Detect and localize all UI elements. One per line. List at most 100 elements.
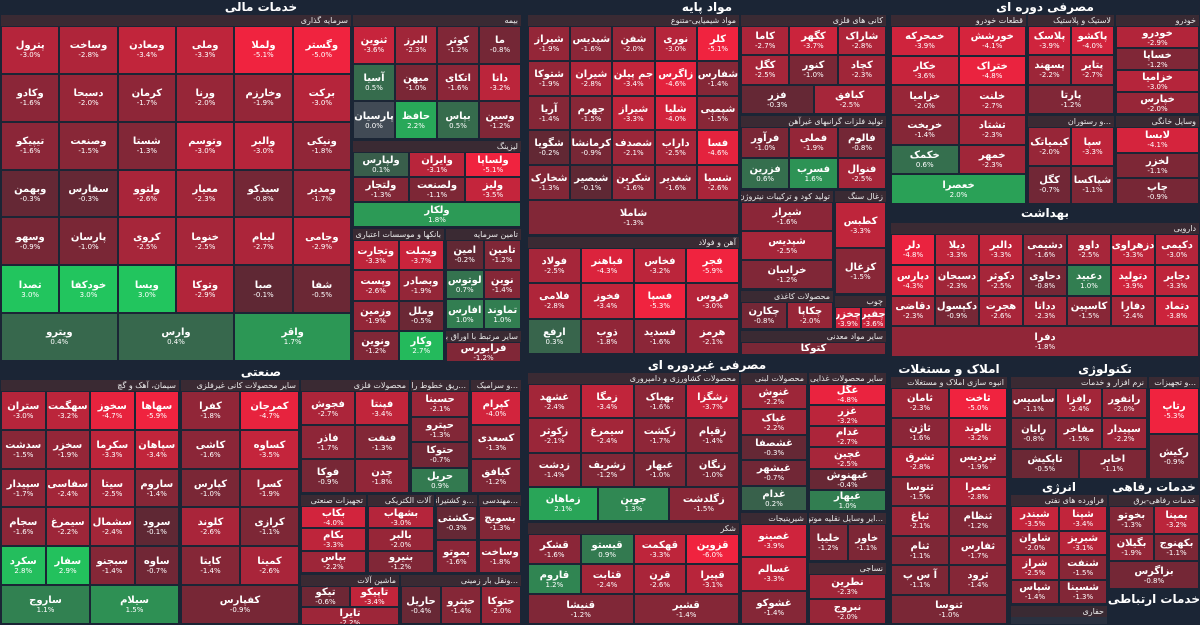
stock-tile[interactable]: وسین -1.2% <box>479 101 521 139</box>
stock-tile[interactable]: نوری -3.0% <box>654 26 697 61</box>
stock-tile[interactable]: کساوه -3.5% <box>240 429 299 469</box>
stock-tile[interactable]: لخزر -1.1% <box>1116 152 1199 179</box>
stock-tile[interactable]: رانفور -2.0% <box>1101 388 1147 419</box>
stock-tile[interactable]: شاملا -1.3% <box>528 200 739 235</box>
stock-tile[interactable]: دالبر -3.3% <box>979 234 1023 265</box>
stock-tile[interactable]: زدشت -1.4% <box>528 452 581 487</box>
stock-tile[interactable]: قیستو 0.9% <box>580 534 634 564</box>
stock-tile[interactable]: ثنوسا -1.0% <box>891 594 1007 624</box>
stock-tile[interactable]: زقیام -1.4% <box>686 418 739 453</box>
stock-tile[interactable]: ستران -3.0% <box>1 391 46 430</box>
stock-tile[interactable]: قشکر -1.6% <box>528 534 581 564</box>
stock-tile[interactable]: دعبید 1.0% <box>1067 264 1111 296</box>
stock-tile[interactable]: فوکا -0.9% <box>301 459 355 493</box>
stock-tile[interactable]: اخابر -1.1% <box>1079 448 1147 479</box>
stock-tile[interactable]: پتایر -2.7% <box>1071 55 1114 85</box>
stock-tile[interactable]: وخارزم -1.9% <box>234 73 293 122</box>
stock-tile[interactable]: فسرب 1.6% <box>789 158 838 189</box>
stock-tile[interactable]: قزوین -6.0% <box>686 534 739 564</box>
stock-tile[interactable]: سیدکو -0.8% <box>234 169 293 218</box>
stock-tile[interactable]: وکار 2.7% <box>398 330 444 361</box>
stock-tile[interactable]: بکاب -4.0% <box>301 506 366 529</box>
stock-tile[interactable]: فباهنر -4.3% <box>580 248 634 284</box>
stock-tile[interactable]: چفیر -3.6% <box>860 307 886 329</box>
stock-tile[interactable]: غبهنوش -0.4% <box>809 468 886 490</box>
stock-tile[interactable]: چکارن -0.8% <box>741 302 787 329</box>
stock-tile[interactable]: لابسا -4.1% <box>1116 127 1199 153</box>
stock-tile[interactable]: کاما -2.7% <box>741 26 790 56</box>
stock-tile[interactable]: غبهار 1.0% <box>809 489 886 511</box>
stock-tile[interactable]: سیمرغ -2.4% <box>580 418 634 453</box>
stock-tile[interactable]: غصینو -3.9% <box>741 524 807 558</box>
stock-tile[interactable]: سپا -3.3% <box>1071 127 1114 166</box>
stock-tile[interactable]: وملل -0.5% <box>398 300 444 331</box>
stock-tile[interactable]: فرآور -1.0% <box>741 127 790 158</box>
stock-tile[interactable]: خلیبا -1.2% <box>809 524 848 561</box>
stock-tile[interactable]: خکمک 0.6% <box>891 144 959 175</box>
stock-tile[interactable]: دانا -3.2% <box>479 63 521 102</box>
stock-tile[interactable]: شیران -2.8% <box>570 60 613 96</box>
stock-tile[interactable]: شفارس -1.4% <box>696 60 739 96</box>
stock-tile[interactable]: فاذر -1.7% <box>301 425 355 459</box>
stock-tile[interactable]: غپاک -2.2% <box>741 409 807 435</box>
stock-tile[interactable]: تیپیکو -1.6% <box>1 121 60 170</box>
stock-tile[interactable]: شسپا -2.6% <box>696 165 739 201</box>
stock-tile[interactable]: رتاپ -5.3% <box>1149 388 1199 434</box>
stock-tile[interactable]: شبندر -3.5% <box>1011 506 1059 531</box>
stock-tile[interactable]: زمگا -3.4% <box>580 384 634 419</box>
stock-tile[interactable]: خزامیا -3.0% <box>1116 70 1199 92</box>
stock-tile[interactable]: داراب -2.5% <box>654 130 697 166</box>
stock-tile[interactable]: وارس 0.4% <box>117 313 235 361</box>
stock-tile[interactable]: کاشی -1.6% <box>181 429 240 469</box>
stock-tile[interactable]: دتماد -3.8% <box>1155 295 1199 327</box>
stock-tile[interactable]: نبروج -2.0% <box>809 599 886 624</box>
stock-tile[interactable]: دحاوی -0.8% <box>1023 264 1067 296</box>
stock-tile[interactable]: شیراز -1.6% <box>741 202 833 231</box>
stock-tile[interactable]: شکربن -1.6% <box>612 165 655 201</box>
stock-tile[interactable]: کسعدی -1.3% <box>471 425 521 459</box>
stock-tile[interactable]: شستا -1.3% <box>117 121 177 170</box>
stock-tile[interactable]: خراسان -1.2% <box>741 260 833 289</box>
stock-tile[interactable]: شپمپی -1.5% <box>696 95 739 131</box>
stock-tile[interactable]: شاوان -2.0% <box>1011 530 1059 555</box>
stock-tile[interactable]: دیلا -3.3% <box>935 234 979 265</box>
stock-tile[interactable]: رکیش -0.9% <box>1149 433 1199 479</box>
stock-tile[interactable]: غسالم -3.3% <box>741 557 807 591</box>
stock-tile[interactable]: فجر -5.9% <box>686 248 739 284</box>
stock-tile[interactable]: جوین 1.3% <box>598 486 669 521</box>
stock-tile[interactable]: زنگان -1.0% <box>686 452 739 487</box>
stock-tile[interactable]: کپرام -4.0% <box>471 391 521 425</box>
stock-tile[interactable]: پارتا -1.2% <box>1028 84 1114 114</box>
stock-tile[interactable]: حپترو -1.3% <box>411 416 469 442</box>
stock-tile[interactable]: چدن -1.8% <box>355 459 409 493</box>
stock-tile[interactable]: ذوب -1.8% <box>580 318 634 354</box>
stock-tile[interactable]: سیلام 1.5% <box>90 585 179 624</box>
stock-tile[interactable]: وبصادر -1.9% <box>398 270 444 301</box>
stock-tile[interactable]: ثنوین -3.6% <box>353 26 395 64</box>
stock-tile[interactable]: سفارس -0.3% <box>59 169 118 218</box>
stock-tile[interactable]: ساروج 1.1% <box>1 585 90 624</box>
stock-tile[interactable]: شتوکا -1.9% <box>528 60 571 96</box>
stock-tile[interactable]: شلیا -4.0% <box>654 95 697 131</box>
stock-tile[interactable]: بسویچ -1.3% <box>479 506 521 540</box>
stock-tile[interactable]: معیار -2.3% <box>176 169 235 218</box>
stock-tile[interactable]: هرمز -2.1% <box>686 318 739 354</box>
stock-tile[interactable]: خساپا -1.2% <box>1116 48 1199 70</box>
stock-tile[interactable]: ساسیس -1.1% <box>1011 388 1057 419</box>
stock-tile[interactable]: پارسان -1.0% <box>59 217 118 266</box>
stock-tile[interactable]: شغدیر -1.6% <box>654 165 697 201</box>
stock-tile[interactable]: شصدف -2.1% <box>612 130 655 166</box>
stock-tile[interactable]: شخارک -1.3% <box>528 165 571 201</box>
stock-tile[interactable]: وتوسم -3.0% <box>176 121 235 170</box>
stock-tile[interactable]: دزهراوی -3.3% <box>1111 234 1155 265</box>
stock-tile[interactable]: کیمیاتک -2.0% <box>1028 127 1071 166</box>
stock-tile[interactable]: خنوما -2.5% <box>176 217 235 266</box>
stock-tile[interactable]: سهگمت -3.2% <box>45 391 90 430</box>
stock-tile[interactable]: ددانا -2.3% <box>1023 295 1067 327</box>
stock-tile[interactable]: فالوم -0.8% <box>837 127 886 158</box>
stock-tile[interactable]: ویترو 0.4% <box>1 313 118 361</box>
stock-tile[interactable]: خعصرا 2.0% <box>891 174 1026 204</box>
stock-tile[interactable]: بشهاب -3.0% <box>368 506 434 529</box>
stock-tile[interactable]: وتجارت -3.3% <box>353 240 399 271</box>
stock-tile[interactable]: وجامی -2.9% <box>292 217 351 266</box>
